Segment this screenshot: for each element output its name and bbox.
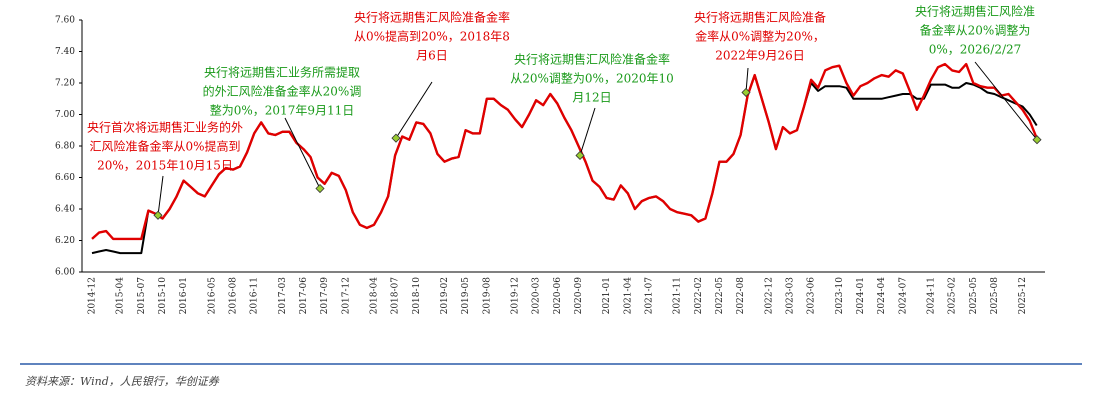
y-tick-label: 7.60 (55, 16, 75, 26)
x-tick-label: 2020-06 (553, 277, 563, 315)
x-tick-label: 2023-03 (785, 277, 795, 315)
x-tick-label: 2025-02 (948, 277, 958, 314)
x-tick-label: 2022-05 (715, 277, 725, 315)
event-marker (153, 210, 163, 220)
annotation-arrow (579, 107, 596, 156)
annotation-text: 央行首次将远期售汇业务的外 (87, 120, 243, 135)
annotation-arrow (974, 61, 1038, 141)
x-tick-label: 2014-12 (88, 277, 98, 314)
annotation-text: 央行将远期售汇风险准备金率 (354, 10, 510, 25)
annotation-text: 从0%提高到20%，2018年8 (354, 29, 510, 44)
annotation-text: 央行将远期售汇业务所需提取 (204, 65, 360, 80)
annotation-text: 月6日 (416, 49, 448, 63)
x-tick-label: 2021-07 (644, 277, 654, 315)
annotation-text: 0%，2026/2/27 (929, 43, 1022, 57)
annotation-text: 整为0%，2017年9月11日 (210, 103, 354, 118)
event-marker (1032, 135, 1042, 145)
annotation-text: 的外汇风险准备金率从20%调 (203, 84, 362, 99)
x-tick-label: 2017-09 (320, 277, 330, 315)
annotation-text: 2022年9月26日 (715, 49, 804, 63)
x-tick-label: 2023-10 (835, 277, 845, 315)
x-tick-label: 2021-04 (623, 277, 633, 315)
x-tick-label: 2017-03 (278, 277, 288, 315)
x-tick-label: 2019-02 (440, 277, 450, 314)
x-tick-label: 2025-12 (1018, 277, 1028, 314)
x-tick-label: 2017-12 (341, 277, 351, 314)
annotation-text: 月12日 (572, 91, 611, 105)
y-tick-label: 7.20 (55, 79, 75, 89)
x-tick-label: 2017-06 (299, 277, 309, 315)
x-tick-label: 2022-08 (736, 277, 746, 315)
annotation-text: 从20%调整为0%，2020年10 (510, 71, 674, 86)
annotation-text: 金率从0%调整为20%， (695, 29, 825, 44)
x-tick-label: 2018-10 (412, 277, 422, 315)
x-tick-label: 2021-11 (673, 277, 683, 314)
event-marker (741, 87, 751, 98)
annotation-arrow (284, 117, 321, 189)
event-marker (391, 133, 401, 143)
annotation-text: 央行将远期售汇风险准备金率 (514, 52, 670, 67)
y-tick-label: 7.40 (55, 47, 75, 57)
annotation-arrow (157, 175, 164, 216)
x-tick-label: 2019-05 (461, 277, 471, 315)
x-tick-label: 2025-05 (969, 277, 979, 315)
x-tick-label: 2024-01 (856, 277, 866, 314)
x-tick-label: 2024-11 (926, 277, 936, 314)
y-tick-label: 6.60 (55, 173, 75, 183)
event-marker (315, 183, 325, 194)
x-tick-label: 2015-04 (116, 277, 126, 315)
x-tick-label: 2020-03 (532, 277, 542, 315)
x-tick-label: 2018-07 (391, 277, 401, 315)
x-tick-label: 2025-08 (990, 277, 1000, 315)
x-tick-label: 2015-10 (158, 277, 168, 315)
x-tick-label: 2016-01 (179, 277, 189, 314)
x-tick-label: 2020-09 (574, 277, 584, 315)
x-tick-label: 2016-11 (250, 277, 260, 314)
annotation-text: 备金率从20%调整为 (920, 23, 1031, 38)
x-tick-label: 2022-02 (694, 277, 704, 314)
x-tick-label: 2023-06 (807, 277, 817, 315)
x-tick-label: 2021-01 (602, 277, 612, 314)
x-tick-label: 2019-12 (511, 277, 521, 314)
annotation-text: 央行将远期售汇风险准 (915, 4, 1035, 19)
annotation-text: 央行将远期售汇风险准备 (694, 10, 826, 25)
x-tick-label: 2019-08 (482, 277, 492, 315)
line-series (91, 62, 1038, 241)
line-series (91, 74, 1038, 255)
source: 资料来源：Wind，人民银行，华创证券 (25, 375, 220, 388)
y-tick-label: 7.00 (55, 110, 75, 120)
x-tick-label: 2022-12 (764, 277, 774, 314)
y-tick-label: 6.80 (55, 142, 75, 152)
x-tick-label: 2016-08 (229, 277, 239, 315)
x-tick-label: 2024-04 (877, 277, 887, 315)
annotation-text: 汇风险准备金率从0%提高到 (89, 139, 240, 154)
x-tick-label: 2018-04 (370, 277, 380, 315)
y-tick-label: 6.40 (55, 205, 75, 215)
x-tick-label: 2016-05 (207, 277, 217, 315)
y-tick-label: 6.20 (55, 236, 75, 246)
annotation-arrow (395, 81, 433, 139)
y-tick-label: 6.00 (55, 268, 75, 278)
x-tick-label: 2015-07 (137, 277, 147, 315)
event-marker (575, 150, 585, 161)
annotation-text: 20%，2015年10月15日 (97, 159, 233, 173)
x-tick-label: 2024-07 (898, 277, 908, 315)
